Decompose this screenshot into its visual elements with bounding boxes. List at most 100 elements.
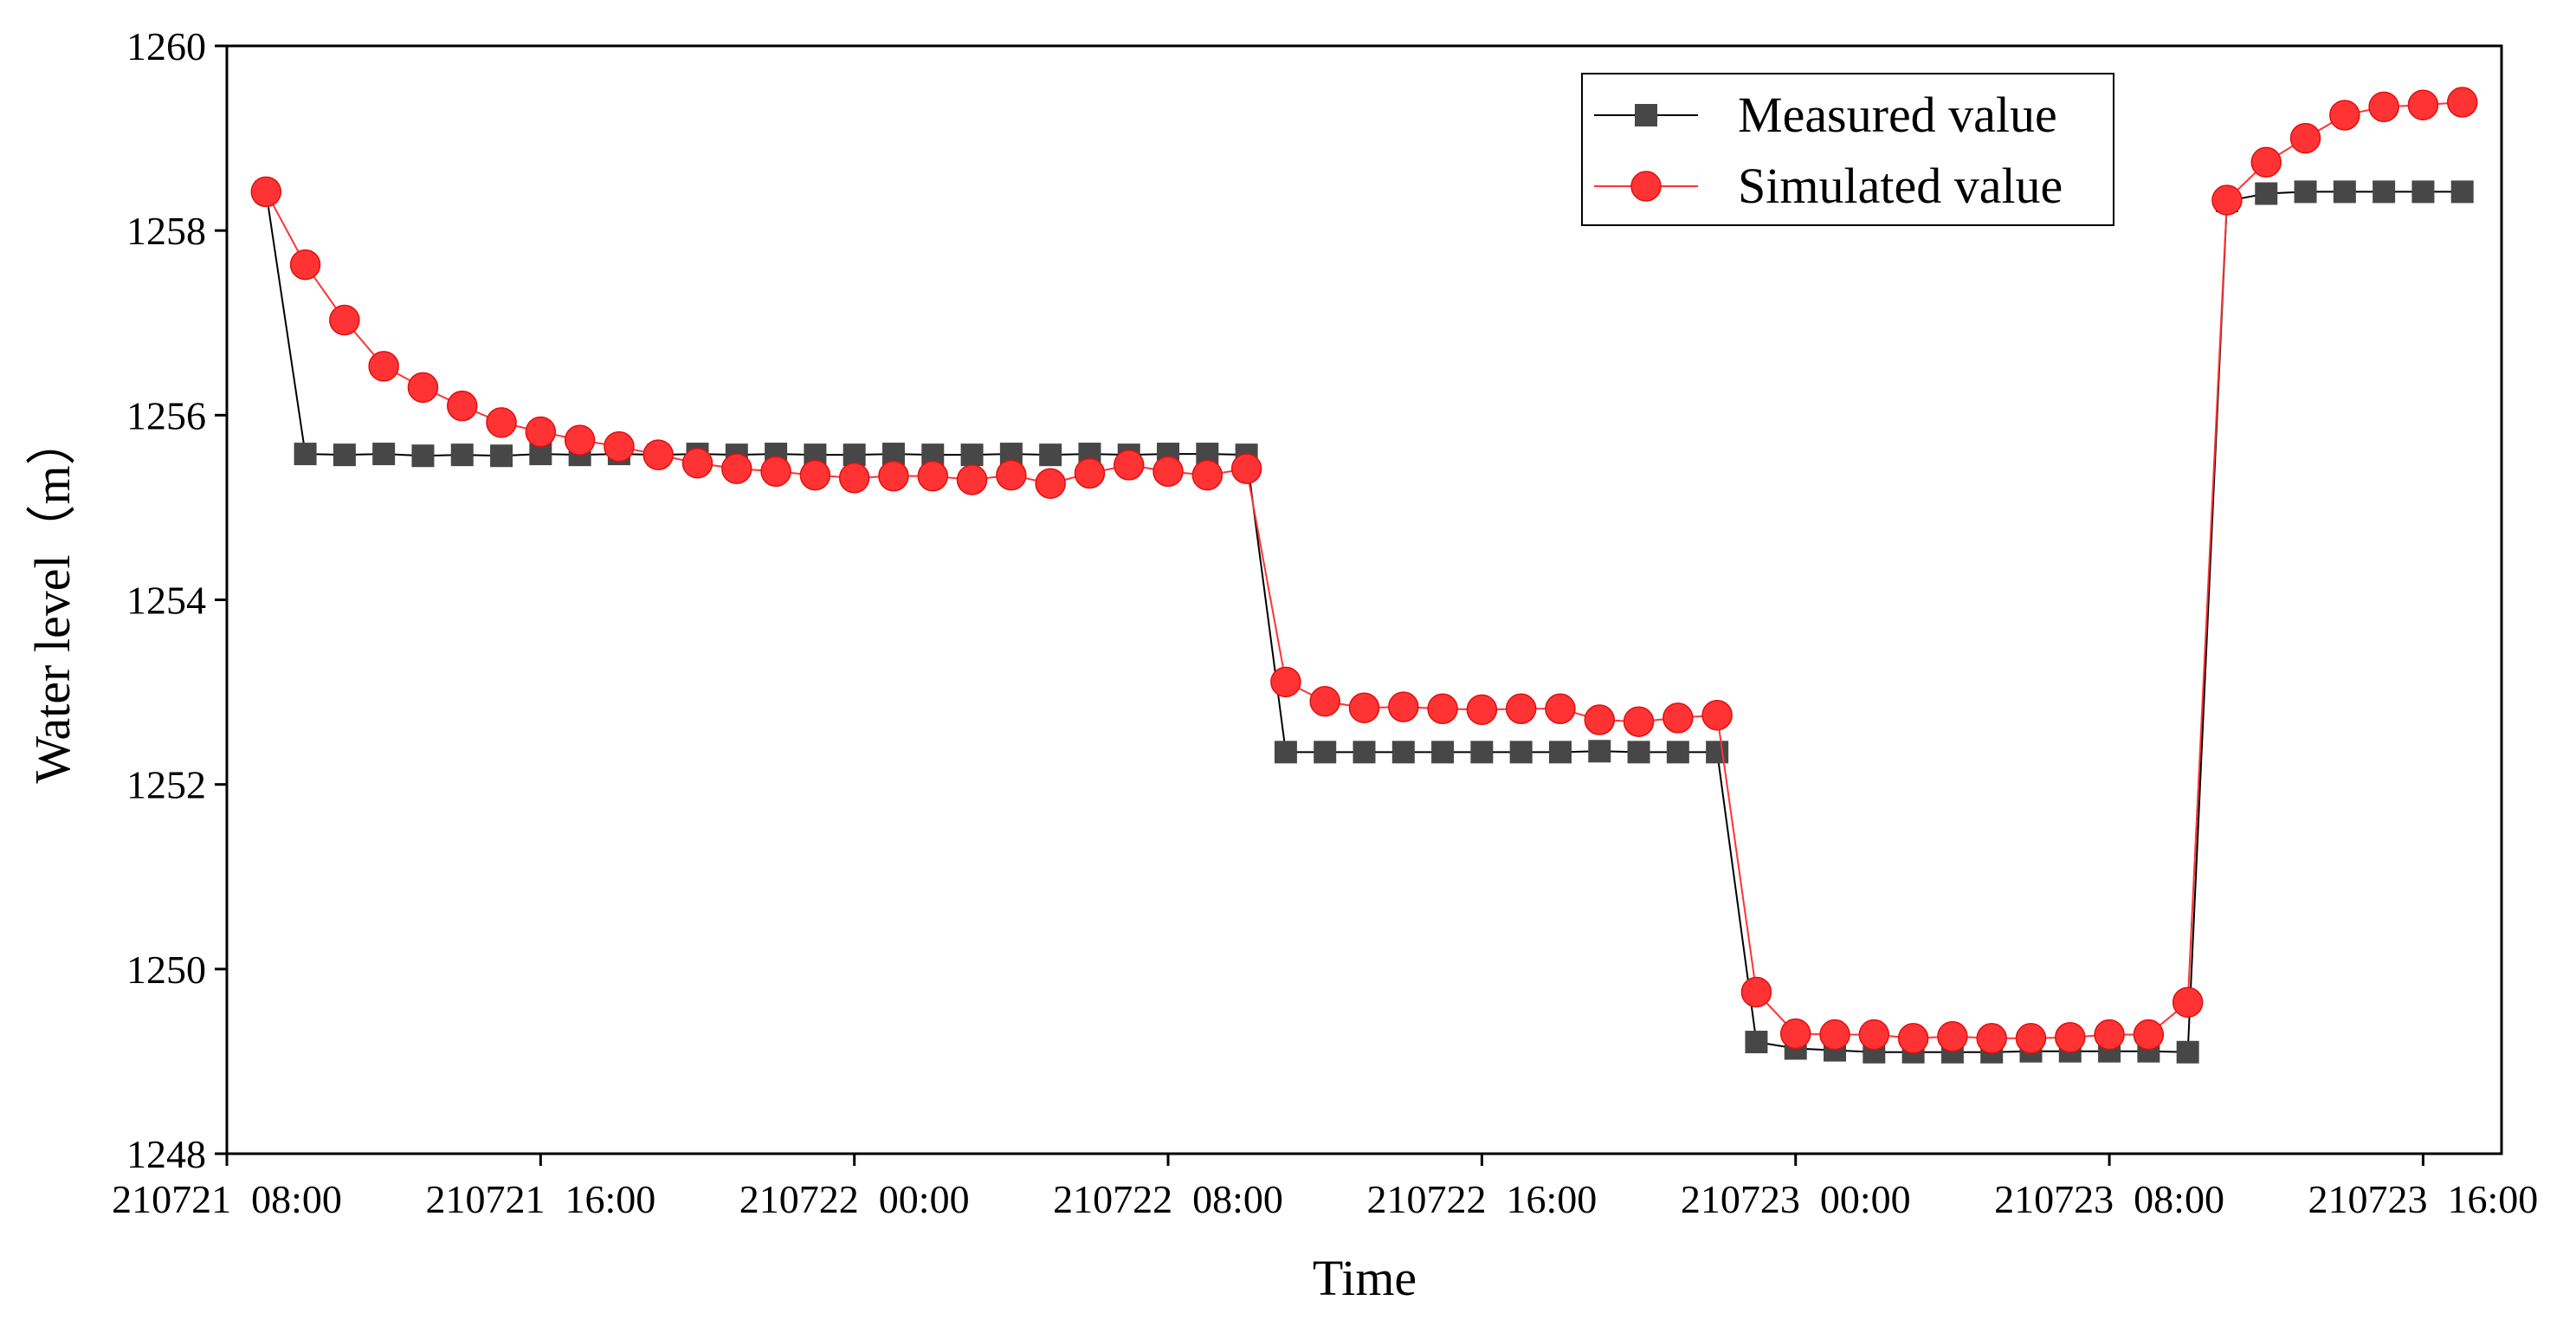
data-point xyxy=(1584,704,1616,735)
data-point xyxy=(642,439,674,470)
data-point xyxy=(1745,1031,1768,1054)
data-point xyxy=(1623,706,1655,737)
data-point xyxy=(1230,453,1262,484)
y-tick-label: 1248 xyxy=(126,1132,206,1176)
data-point xyxy=(1897,1023,1929,1054)
data-point xyxy=(1937,1020,1968,1052)
series-line xyxy=(265,101,2463,1039)
data-point xyxy=(721,453,752,484)
data-point xyxy=(2289,122,2321,154)
data-point xyxy=(2250,146,2282,178)
y-tick-label: 1260 xyxy=(126,24,206,68)
legend-label: Measured value xyxy=(1738,87,2057,143)
data-point xyxy=(1545,693,1576,725)
data-point xyxy=(1309,685,1340,717)
data-point xyxy=(1548,741,1572,764)
data-point xyxy=(2015,1023,2047,1054)
data-point xyxy=(1035,468,1066,499)
data-point xyxy=(294,443,317,466)
data-point xyxy=(1505,693,1537,725)
data-point xyxy=(329,304,360,336)
x-tick-label: 210723 00:00 xyxy=(1681,1177,1911,1221)
data-point xyxy=(1662,702,1694,734)
y-tick-label: 1250 xyxy=(126,948,206,992)
legend-label: Simulated value xyxy=(1738,158,2063,214)
legend-box xyxy=(1581,73,2114,226)
y-axis-title: Water level（m） xyxy=(24,415,81,783)
data-point xyxy=(1740,976,1772,1008)
data-point xyxy=(411,444,435,468)
data-point xyxy=(2172,987,2204,1018)
data-point xyxy=(2211,184,2243,216)
x-tick-label: 210722 08:00 xyxy=(1053,1177,1283,1221)
data-point xyxy=(960,443,984,467)
data-point xyxy=(2450,180,2474,204)
data-point xyxy=(2133,1019,2165,1051)
x-tick-label: 210721 08:00 xyxy=(112,1177,342,1221)
data-point xyxy=(1388,691,1419,722)
data-point xyxy=(1113,450,1145,481)
data-point xyxy=(2255,182,2278,205)
data-point xyxy=(604,430,635,463)
data-point xyxy=(2446,87,2478,118)
data-point xyxy=(1779,1018,1811,1050)
data-point xyxy=(1152,456,1184,488)
data-point xyxy=(1074,457,1106,489)
data-point xyxy=(372,443,396,466)
data-point xyxy=(1391,741,1415,764)
y-tick-label: 1256 xyxy=(126,393,206,437)
data-point xyxy=(2294,180,2317,204)
data-point xyxy=(838,463,870,494)
data-point xyxy=(1470,741,1494,764)
data-point xyxy=(996,459,1027,491)
data-point xyxy=(450,443,474,467)
data-point xyxy=(2411,180,2435,204)
data-point xyxy=(407,372,439,404)
data-point xyxy=(760,456,791,488)
data-point xyxy=(250,176,282,208)
y-tick-label: 1254 xyxy=(126,579,206,623)
legend-marker xyxy=(1630,171,1662,202)
data-point xyxy=(1431,741,1455,764)
data-point xyxy=(2407,89,2439,120)
data-point xyxy=(2094,1019,2125,1051)
data-point xyxy=(1353,741,1376,764)
x-tick-label: 210721 16:00 xyxy=(425,1177,655,1221)
data-point xyxy=(799,459,831,491)
data-point xyxy=(1701,699,1733,731)
data-point xyxy=(2176,1040,2199,1064)
data-point xyxy=(1858,1019,1890,1051)
data-point xyxy=(1039,443,1062,467)
data-point xyxy=(368,351,399,382)
x-tick-label: 210722 16:00 xyxy=(1366,1177,1597,1221)
data-point xyxy=(1706,741,1729,764)
data-point xyxy=(1348,692,1380,723)
data-point xyxy=(332,443,356,467)
y-tick-label: 1252 xyxy=(126,763,206,807)
data-point xyxy=(2368,91,2399,123)
data-point xyxy=(1270,666,1301,698)
data-point xyxy=(525,416,557,448)
data-point xyxy=(490,444,513,468)
data-point xyxy=(1274,741,1297,764)
data-point xyxy=(447,390,478,422)
x-tick-label: 210722 00:00 xyxy=(739,1177,970,1221)
plot-frame xyxy=(225,44,2503,1155)
data-point xyxy=(1819,1019,1850,1051)
data-point xyxy=(564,424,596,456)
data-point xyxy=(289,249,321,281)
data-point xyxy=(843,443,866,467)
data-point xyxy=(1976,1023,2007,1054)
data-point xyxy=(486,407,517,438)
x-tick-label: 210723 16:00 xyxy=(2308,1177,2539,1221)
data-point xyxy=(2055,1021,2086,1053)
data-point xyxy=(1509,741,1533,764)
x-axis-title: Time xyxy=(1313,1250,1417,1306)
data-point xyxy=(1666,741,1689,764)
data-point xyxy=(2373,180,2396,204)
legend-marker xyxy=(1635,104,1657,126)
data-point xyxy=(1466,694,1498,726)
y-tick-label: 1258 xyxy=(126,209,206,253)
series-line xyxy=(265,191,2463,1053)
